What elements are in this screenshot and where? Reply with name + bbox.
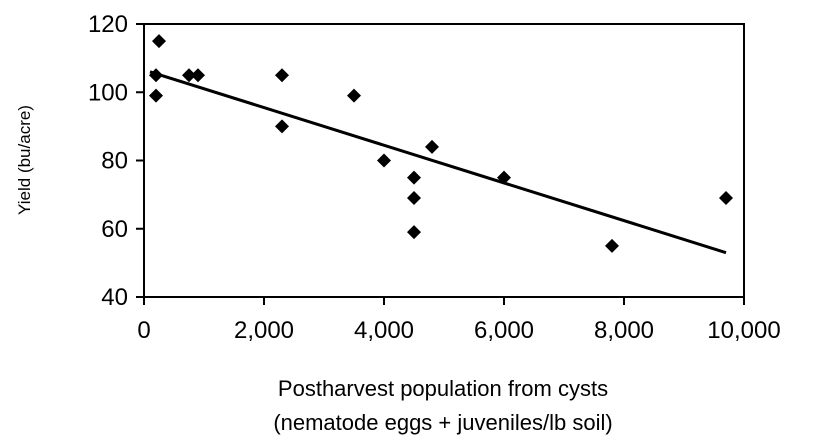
- data-point: [407, 170, 421, 185]
- data-point: [407, 191, 421, 206]
- data-point: [182, 68, 196, 83]
- x-axis-label-line-2: (nematode eggs + juveniles/lb soil): [273, 410, 612, 435]
- x-axis-label-line-1: Postharvest population from cysts: [278, 376, 608, 401]
- data-point: [275, 68, 289, 83]
- x-tick-label: 10,000: [707, 317, 780, 344]
- y-axis-label: Yield (bu/acre): [15, 105, 34, 215]
- x-tick-label: 4,000: [354, 317, 414, 344]
- x-tick-label: 2,000: [234, 317, 294, 344]
- data-point: [152, 34, 166, 49]
- plot-area-frame: [143, 23, 745, 298]
- y-axis-ticks: 40 60 80 100 120: [88, 11, 144, 311]
- y-tick-label: 100: [88, 79, 128, 106]
- data-point: [149, 68, 163, 83]
- data-point: [719, 191, 733, 206]
- data-point: [605, 238, 619, 253]
- data-point: [275, 119, 289, 134]
- data-point: [347, 88, 361, 103]
- x-axis-ticks: 0 2,000 4,000 6,000 8,000 10,000: [137, 297, 781, 344]
- trendline-group: [149, 70, 727, 255]
- data-point: [377, 153, 391, 168]
- data-point: [149, 88, 163, 103]
- data-points: [149, 34, 733, 253]
- x-tick-label: 0: [137, 317, 150, 344]
- data-point: [191, 68, 205, 83]
- y-tick-label: 40: [101, 284, 128, 311]
- x-tick-label: 8,000: [594, 317, 654, 344]
- trendline: [149, 70, 727, 255]
- y-tick-label: 80: [101, 148, 128, 175]
- data-point: [425, 139, 439, 154]
- x-tick-label: 6,000: [474, 317, 534, 344]
- data-point: [497, 170, 511, 185]
- y-tick-label: 120: [88, 11, 128, 38]
- data-point: [407, 225, 421, 240]
- y-tick-label: 60: [101, 216, 128, 243]
